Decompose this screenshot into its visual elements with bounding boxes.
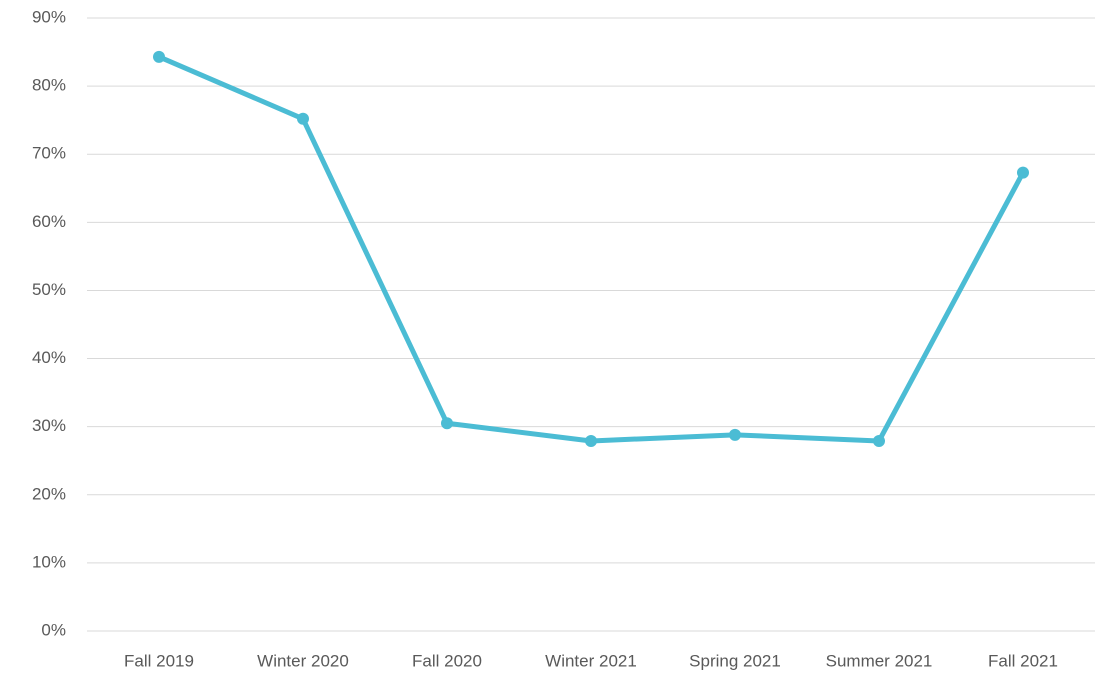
x-tick-label: Fall 2020 — [412, 651, 482, 670]
x-tick-label: Spring 2021 — [689, 651, 781, 670]
x-tick-label: Summer 2021 — [826, 651, 933, 670]
y-tick-label: 40% — [32, 348, 66, 367]
y-tick-label: 60% — [32, 212, 66, 231]
x-tick-label: Fall 2019 — [124, 651, 194, 670]
y-tick-label: 0% — [41, 620, 66, 639]
y-tick-label: 20% — [32, 484, 66, 503]
y-tick-label: 30% — [32, 416, 66, 435]
x-tick-label: Fall 2021 — [988, 651, 1058, 670]
data-point — [153, 50, 165, 63]
data-point — [873, 434, 885, 447]
data-point — [297, 112, 309, 125]
y-tick-label: 90% — [32, 7, 66, 26]
y-tick-label: 50% — [32, 280, 66, 299]
x-tick-label: Winter 2020 — [257, 651, 349, 670]
data-point — [585, 434, 597, 447]
data-point — [441, 417, 453, 430]
data-point — [1017, 166, 1029, 179]
x-tick-label: Winter 2021 — [545, 651, 637, 670]
y-tick-label: 80% — [32, 76, 66, 95]
y-tick-label: 10% — [32, 552, 66, 571]
series-line — [158, 54, 1026, 444]
data-point — [729, 428, 741, 441]
y-tick-label: 70% — [32, 144, 66, 163]
